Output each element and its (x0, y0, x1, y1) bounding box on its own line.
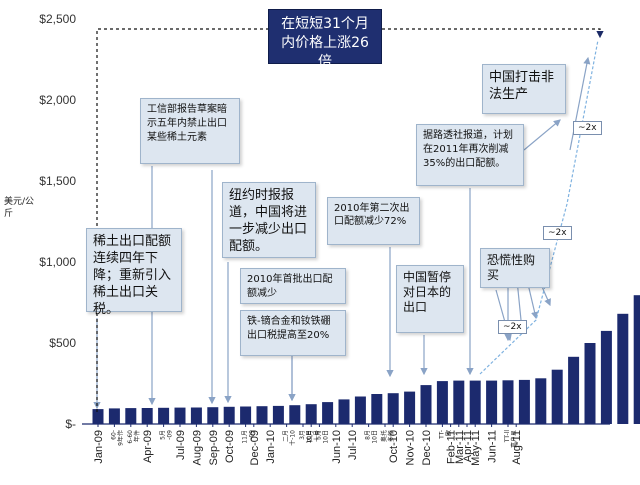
x-tick-label: Dec-10 (421, 430, 433, 465)
x-tick-label: 6-60年件 (127, 430, 141, 444)
bar (404, 391, 416, 424)
x-tick-label: Apr-11 (462, 430, 474, 462)
headline-bracket-right (382, 28, 604, 39)
annotation-miit-report: 工信部报告草案暗示五年内禁止出口某些稀土元素 (140, 98, 240, 164)
x-tick-label: Aug-11 (511, 430, 523, 465)
y-tick-label: $1,000 (39, 255, 76, 269)
annotation-panic-buying: 恐慌性购买 (480, 248, 550, 288)
chart-title-box: 在短短31个月内价格上涨26倍 (268, 9, 382, 70)
annotation-export-tax: 铁-镝合金和钕铁硼出口税提高至20% (240, 310, 346, 356)
bar (92, 409, 104, 424)
bar (584, 343, 596, 424)
x-tick-label: 60-9年作 (110, 430, 124, 446)
bar (108, 408, 120, 424)
multiplier-label: ~2x (543, 226, 572, 240)
x-tick-label: Jun-11 (487, 430, 499, 463)
x-tick-label: TT-ll嘉户旦 (504, 430, 518, 448)
x-tick-label: 奥托多船 (380, 430, 395, 442)
x-tick-label: Feb-11 (446, 430, 458, 464)
x-tick-label: Aug-09 (191, 430, 203, 465)
x-tick-label: Apr-09 (142, 430, 154, 463)
bar (272, 405, 284, 424)
bar (305, 404, 317, 424)
x-tick-label: 3月10日 (299, 430, 313, 444)
bar (617, 313, 629, 424)
bar (551, 369, 563, 424)
annotation-nyt-report: 纽约时报报道，中国将进一步减少出口配额。 (222, 182, 316, 258)
x-tick-label: 四月十号 (307, 430, 321, 442)
bar (502, 380, 514, 424)
x-tick-label: Mar-11 (454, 430, 466, 464)
y-tick-label: $500 (49, 336, 76, 350)
x-tick-label: TT-欧 (438, 430, 452, 440)
annotation-quota-decline: 稀土出口配额连续四年下降；重新引入稀土出口关税。 (86, 228, 182, 317)
bar (223, 406, 235, 424)
x-tick-label: Jan-10 (265, 430, 277, 464)
x-tick-label: Oct-09 (224, 430, 236, 463)
x-tick-label: 5月-09 (160, 430, 174, 440)
bar (469, 380, 481, 424)
bar (158, 407, 170, 424)
x-tick-label: Jul-09 (175, 430, 187, 460)
y-tick-label: $2,000 (39, 93, 76, 107)
x-tick-label: Nov-10 (405, 430, 417, 465)
bar (486, 380, 498, 424)
bar (256, 406, 268, 424)
bar (518, 379, 530, 424)
bar (436, 381, 448, 424)
bar (387, 393, 399, 424)
x-tick-label: Jul-10 (347, 430, 359, 460)
multiplier-label: ~2x (498, 320, 527, 334)
bar (371, 394, 383, 424)
bar (633, 295, 640, 424)
chart-title: 在短短31个月内价格上涨26倍 (281, 16, 369, 70)
bar (190, 407, 202, 424)
bar (141, 408, 153, 424)
y-axis-label: 美元/公斤 (4, 197, 35, 219)
x-tick-label: 二月十-10 (283, 430, 297, 446)
x-tick-label: 8月10日 (365, 430, 379, 444)
annotation-first-quota-cut: 2010年首批出口配额减少 (240, 268, 346, 304)
x-tick-label: 5月10日 (315, 430, 329, 444)
x-tick-label: Jun-10 (331, 430, 343, 464)
y-tick-label: $1,500 (39, 174, 76, 188)
bar (125, 408, 137, 424)
annotation-reuters-report: 据路透社报道，计划在2011年再次削减35%的出口配额。 (416, 124, 524, 186)
y-tick-label: $- (65, 417, 76, 431)
bar (354, 396, 366, 424)
x-tick-label: 11月-09 (242, 430, 256, 444)
bar (240, 406, 252, 424)
multiplier-label: ~2x (573, 121, 602, 135)
x-tick-label: Jan-09 (93, 430, 105, 464)
annotation-japan-halt: 中国暂停对日本的出口 (396, 265, 464, 333)
bar (535, 378, 547, 424)
y-tick-label: $2,500 (39, 12, 76, 26)
bar (568, 356, 580, 424)
bar (420, 385, 432, 424)
bar (600, 330, 612, 424)
bar (338, 399, 350, 424)
annotation-arrow (523, 119, 561, 151)
bar (289, 405, 301, 424)
annotation-illegal-production: 中国打击非法生产 (482, 64, 566, 114)
x-tick-label: Oct-10 (388, 430, 400, 463)
x-tick-label: Dec-09 (249, 430, 261, 465)
annotation-second-quota-cut: 2010年第二次出口配额减少72% (327, 197, 420, 245)
bar (207, 407, 219, 424)
bar (453, 380, 465, 424)
bar (174, 407, 186, 424)
bar (322, 402, 334, 424)
x-tick-label: May-11 (470, 430, 482, 466)
x-tick-label: Sep-09 (208, 430, 220, 465)
annotation-arrow (569, 56, 591, 151)
